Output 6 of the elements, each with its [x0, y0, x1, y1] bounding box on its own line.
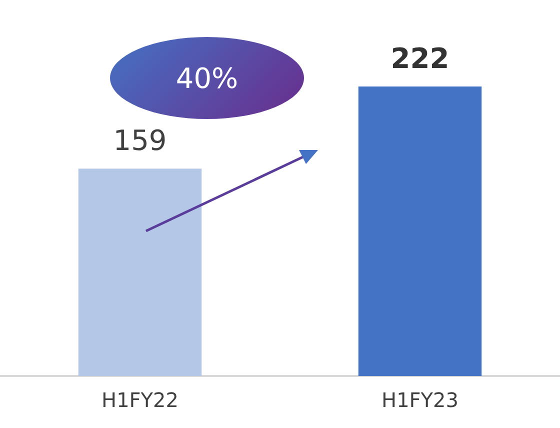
annotation: 40%: [176, 62, 238, 94]
x-tick-label: H1FY22: [102, 388, 178, 412]
x-tick-label: H1FY23: [382, 388, 458, 412]
data-label: 159: [113, 124, 167, 157]
ellipse: 40%: [110, 37, 304, 119]
data-label: 222: [390, 42, 450, 75]
